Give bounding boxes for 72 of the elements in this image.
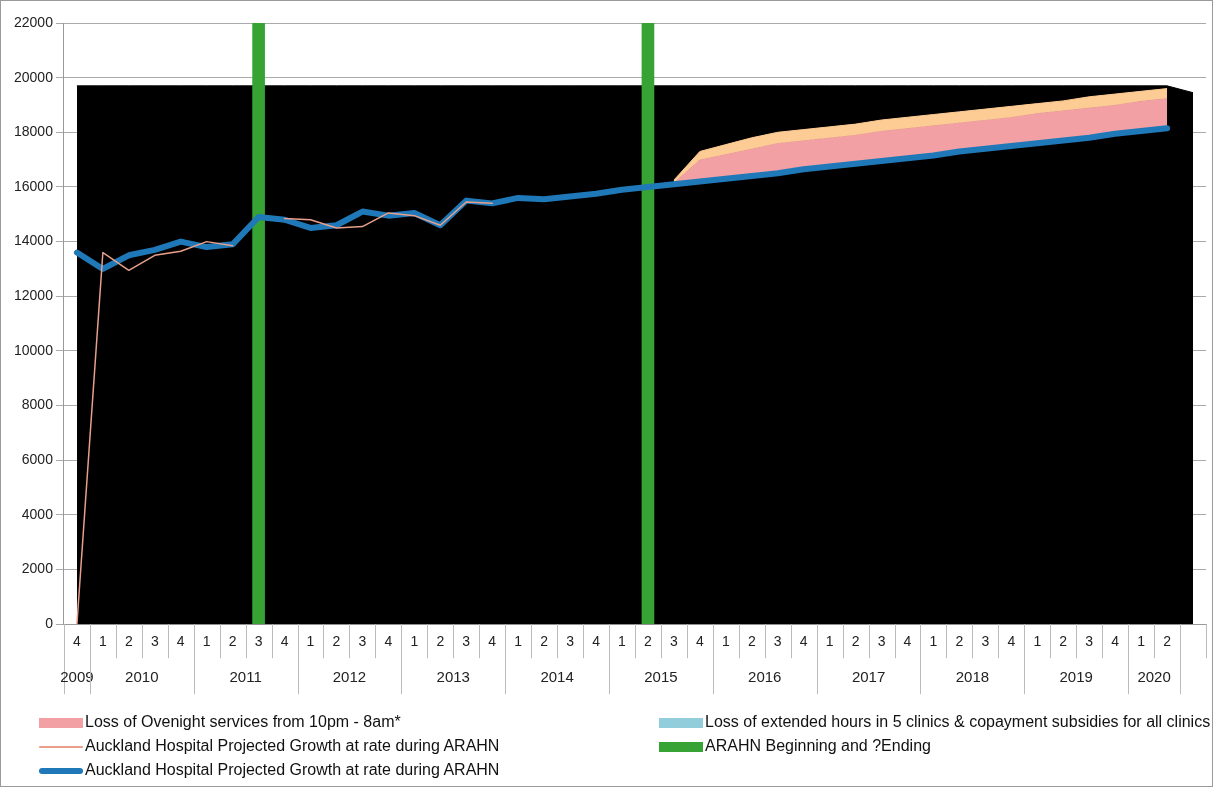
x-tick-label: 3 — [877, 633, 886, 650]
x-tick-label: 2 — [124, 633, 133, 650]
x-tick-label: 4 — [280, 633, 289, 650]
x-tick-label: 3 — [462, 633, 471, 650]
text: 2010 — [125, 668, 159, 686]
y-tick-label: 2000 — [21, 560, 54, 577]
x-tick-label: 4 — [73, 633, 82, 650]
x-tick-label: 4 — [176, 633, 185, 650]
y-tick-label: 0 — [45, 615, 54, 632]
x-tick-label: 4 — [384, 633, 393, 650]
x-tick-label: 3 — [1085, 633, 1094, 650]
x-tick-label: 3 — [773, 633, 782, 650]
x-tick-label: 2 — [436, 633, 445, 650]
text: 2015 — [644, 668, 678, 686]
y-tick-label: 18000 — [13, 123, 54, 140]
x-tick-label: 2 — [332, 633, 341, 650]
x-tick-label: 4 — [799, 633, 808, 650]
x-tick-label: 1 — [202, 633, 211, 650]
x-tick-label: 4 — [695, 633, 704, 650]
text: 2012 — [332, 668, 367, 686]
x-tick-label: 3 — [358, 633, 367, 650]
legend-label: Auckland Hospital Projected Growth at rate during ARAHN — [85, 737, 500, 754]
x-tick-label: 2 — [644, 633, 653, 650]
text: 2011 — [229, 668, 262, 686]
y-tick-label: 4000 — [21, 505, 54, 522]
legend-label: Loss of extended hours in 5 clinics & copayment subsidies for all clinics — [705, 713, 1211, 730]
x-tick-label: 1 — [514, 633, 523, 650]
text: 2009 — [60, 668, 94, 686]
x-tick-label: 1 — [825, 633, 834, 650]
y-tick-label: 10000 — [13, 341, 54, 358]
x-tick-label: 3 — [254, 633, 263, 650]
x-tick-label: 4 — [1111, 633, 1120, 650]
x-tick-label: 4 — [1007, 633, 1016, 650]
x-tick-label: 1 — [98, 633, 107, 650]
x-tick-label: 1 — [929, 633, 938, 650]
legend-label: ARAHN Beginning and ?Ending — [705, 737, 931, 754]
text: 2017 — [851, 668, 886, 686]
legend-label: Auckland Hospital Projected Growth at rate during ARAHN — [85, 761, 500, 778]
text: 2018 — [955, 668, 990, 686]
y-tick-label: 20000 — [13, 68, 54, 85]
x-tick-label: 2 — [228, 633, 237, 650]
x-tick-label: 1 — [721, 633, 730, 650]
x-tick-label: 3 — [981, 633, 990, 650]
text: 2019 — [1059, 668, 1093, 686]
x-tick-label: 4 — [488, 633, 497, 650]
x-tick-label: 2 — [851, 633, 860, 650]
y-tick-label: 8000 — [21, 396, 54, 413]
x-tick-label: 1 — [1033, 633, 1042, 650]
text: 2016 — [748, 668, 782, 686]
y-tick-label: 6000 — [21, 451, 54, 468]
x-tick-label: 1 — [410, 633, 419, 650]
x-tick-label: 1 — [1137, 633, 1146, 650]
legend-label: Loss of Ovenight services from 10pm - 8am* — [85, 713, 401, 730]
x-tick-label: 1 — [618, 633, 627, 650]
x-tick-label: 1 — [306, 633, 315, 650]
y-tick-label: 16000 — [13, 177, 54, 194]
text: 2014 — [540, 668, 574, 686]
y-tick-label: 22000 — [13, 13, 54, 30]
x-tick-label: 4 — [592, 633, 601, 650]
x-tick-label: 3 — [150, 633, 159, 650]
y-tick-label: 14000 — [13, 232, 54, 249]
x-tick-label: 3 — [566, 633, 575, 650]
x-tick-label: 2 — [1163, 633, 1172, 650]
x-tick-label: 3 — [670, 633, 678, 650]
x-tick-label: 2 — [747, 633, 756, 650]
y-tick-label: 12000 — [13, 287, 54, 304]
x-tick-label: 2 — [1059, 633, 1068, 650]
x-tick-label: 2 — [540, 633, 549, 650]
text: 2013 — [436, 668, 470, 686]
text: 2020 — [1137, 668, 1171, 686]
x-tick-label: 2 — [955, 633, 964, 650]
x-tick-label: 4 — [903, 633, 912, 650]
